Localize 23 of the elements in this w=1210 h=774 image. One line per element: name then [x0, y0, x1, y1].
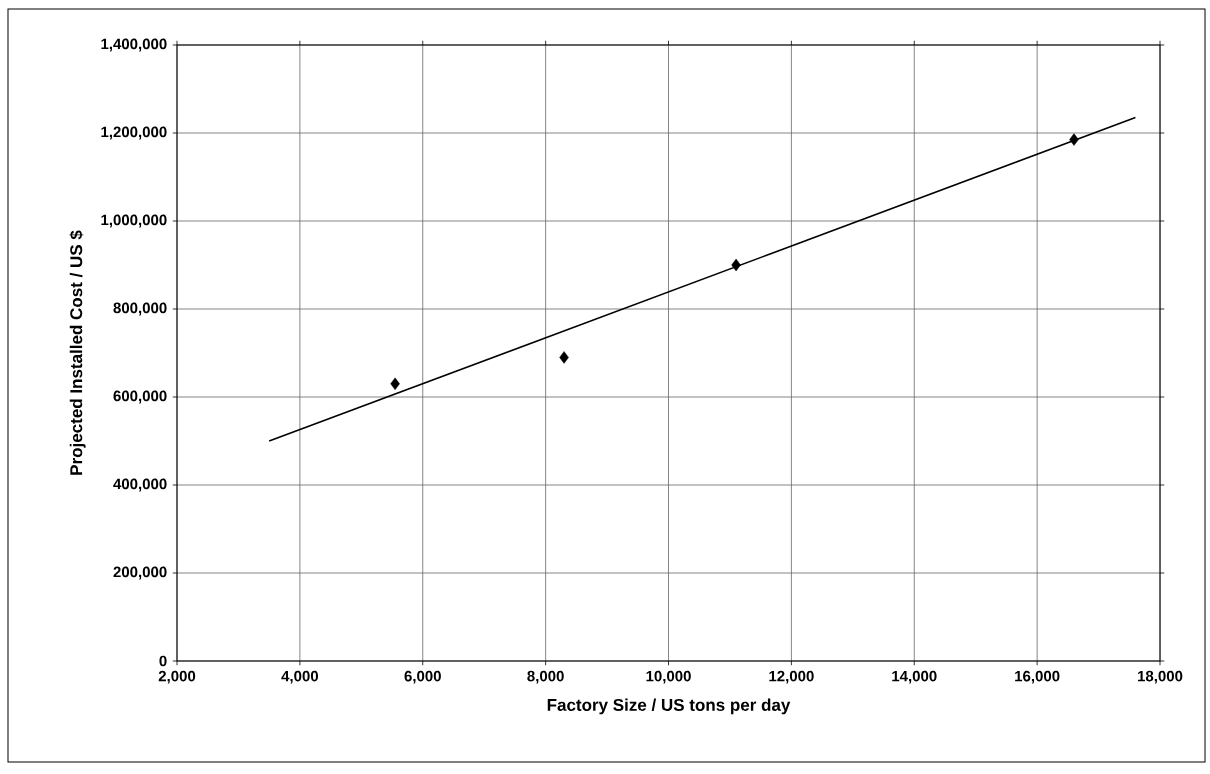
y-tick-label: 1,400,000 [101, 38, 167, 52]
y-tick-label: 1,200,000 [101, 126, 167, 140]
point [390, 377, 400, 390]
x-tick-label: 4,000 [281, 670, 319, 684]
y-tick-label: 200,000 [113, 566, 167, 580]
point [731, 258, 741, 272]
x-tick-label: 10,000 [646, 670, 691, 684]
x-tick-label: 2,000 [158, 670, 196, 684]
y-axis-title: Projected Installed Cost / US $ [69, 230, 86, 475]
x-tick-label: 18,000 [1138, 670, 1183, 684]
y-tick-label: 1,000,000 [101, 214, 167, 228]
x-axis-title: Factory Size / US tons per day [547, 698, 791, 715]
x-tick-label: 6,000 [404, 670, 441, 684]
x-tick-label: 12,000 [769, 670, 814, 684]
y-tick-label: 400,000 [113, 478, 167, 492]
x-tick-label: 8,000 [527, 670, 564, 684]
y-tick-label: 600,000 [113, 390, 167, 404]
x-tick-label: 14,000 [892, 670, 937, 684]
y-tick-label: 800,000 [113, 302, 167, 316]
point [1069, 133, 1079, 146]
x-tick-label: 16,000 [1015, 670, 1060, 684]
point [559, 351, 569, 364]
y-tick-label: 0 [159, 655, 167, 667]
